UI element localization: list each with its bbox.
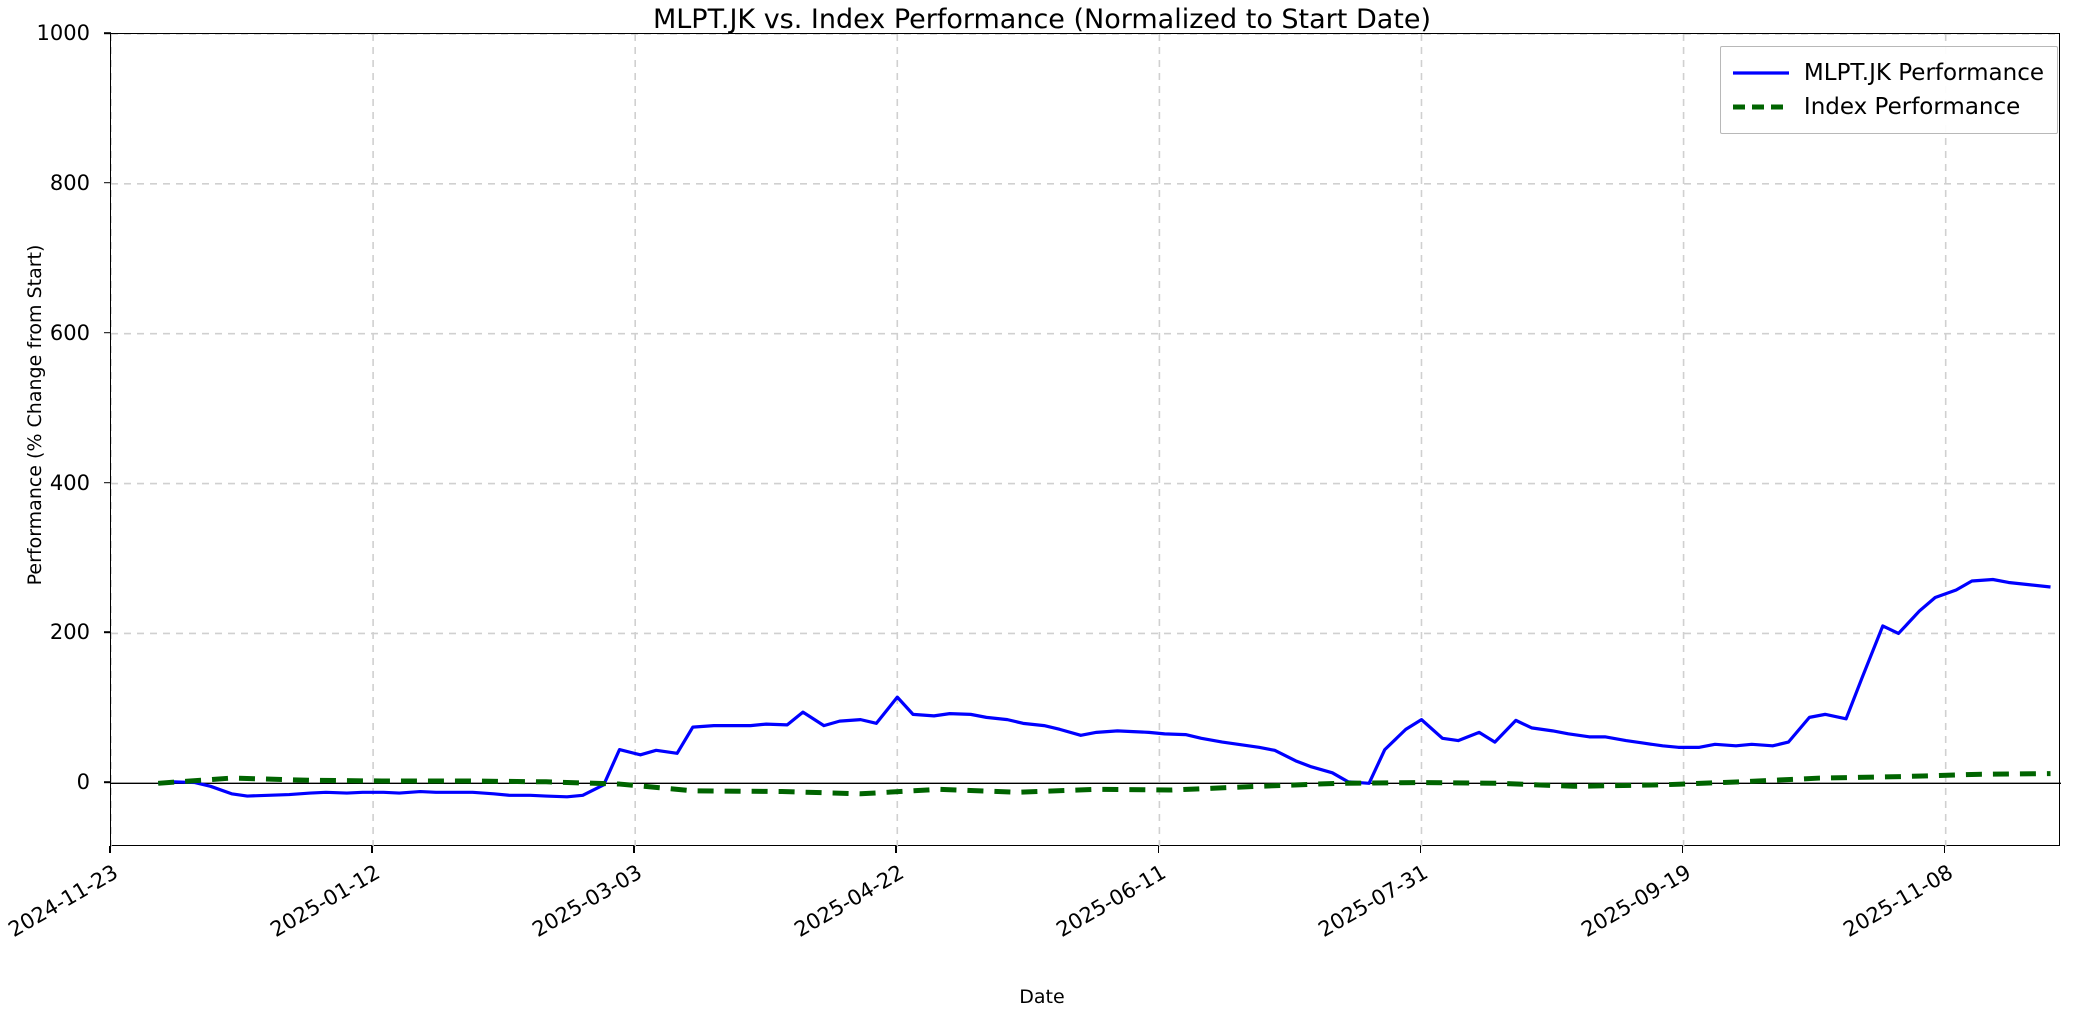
x-tick-mark — [1681, 846, 1684, 853]
y-tick-mark — [104, 631, 111, 634]
y-tick-mark — [104, 331, 111, 334]
x-tick-mark — [109, 846, 111, 853]
legend-swatch-solid-line-icon — [1732, 64, 1790, 82]
legend-item-mlpt[interactable]: MLPT.JK Performance — [1732, 56, 2044, 90]
series-line-mlpt — [158, 577, 2051, 799]
x-axis-tick-labels: 2024-11-23 2025-01-12 2025-03-03 2025-04-22… — [0, 846, 2084, 996]
x-axis-label: Date — [1019, 986, 1065, 1008]
x-tick-mark — [1943, 846, 1946, 853]
plot-svg — [111, 34, 2061, 847]
x-tick-mark — [895, 846, 898, 853]
y-tick-mark — [104, 32, 111, 34]
chart-legend: MLPT.JK Performance Index Performance — [1719, 46, 2058, 134]
y-tick-mark — [104, 481, 111, 484]
chart-title: MLPT.JK vs. Index Performance (Normalize… — [652, 4, 1432, 35]
x-tick-mark — [1157, 846, 1160, 853]
y-tick-label: 800 — [49, 170, 90, 195]
x-tick-mark — [371, 846, 373, 853]
legend-swatch-dashed-line-icon — [1732, 98, 1790, 116]
legend-label: MLPT.JK Performance — [1803, 60, 2044, 86]
y-tick-mark — [104, 182, 111, 184]
y-axis-tick-labels: 0 200 400 600 800 1000 — [0, 21, 111, 846]
y-tick-label: 200 — [49, 620, 90, 645]
x-tick-mark — [1419, 846, 1422, 853]
plot-area — [110, 33, 2061, 847]
x-tick-mark — [633, 846, 635, 853]
y-tick-label: 0 — [76, 770, 90, 795]
y-tick-label: 400 — [49, 470, 90, 495]
y-tick-mark — [104, 781, 111, 784]
legend-item-index[interactable]: Index Performance — [1732, 90, 2044, 124]
y-tick-label: 600 — [49, 320, 90, 345]
y-tick-label: 1000 — [36, 21, 90, 45]
legend-label: Index Performance — [1803, 94, 2021, 120]
